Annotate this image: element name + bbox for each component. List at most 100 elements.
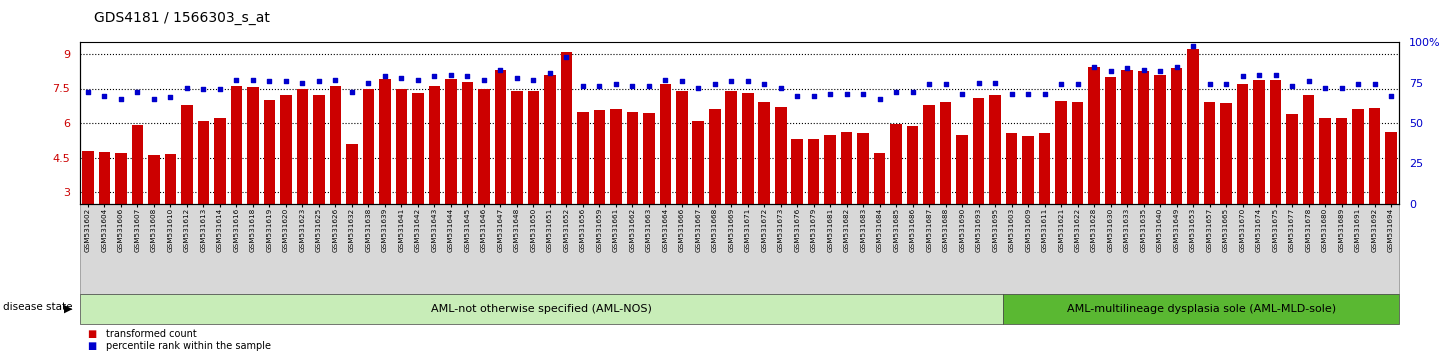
Bar	[1204, 102, 1215, 204]
Point	[918, 81, 941, 87]
Bar	[1369, 108, 1380, 204]
Point	[869, 96, 892, 102]
Bar	[231, 86, 242, 204]
Point	[341, 90, 364, 95]
Point	[555, 54, 579, 60]
Bar	[510, 91, 522, 204]
Bar	[313, 96, 325, 204]
Point	[1099, 69, 1122, 74]
Point	[605, 81, 628, 87]
Bar	[215, 118, 226, 204]
Bar	[561, 52, 573, 204]
Point	[851, 91, 874, 97]
Point	[109, 96, 132, 102]
Point	[670, 78, 693, 84]
Point	[967, 80, 990, 86]
Text: GDS4181 / 1566303_s_at: GDS4181 / 1566303_s_at	[94, 11, 270, 25]
Bar	[1302, 96, 1314, 204]
Point	[1198, 81, 1221, 87]
Point	[439, 72, 463, 78]
Bar	[1154, 75, 1166, 204]
Point	[1314, 85, 1337, 90]
Bar	[83, 151, 94, 204]
Bar	[1138, 71, 1150, 204]
Point	[175, 85, 199, 90]
Bar	[362, 88, 374, 204]
Point	[307, 78, 331, 84]
Bar	[329, 86, 341, 204]
Point	[455, 74, 479, 79]
Bar	[396, 88, 407, 204]
Point	[1296, 78, 1320, 84]
Bar	[544, 75, 555, 204]
Point	[93, 93, 116, 98]
Point	[753, 81, 776, 87]
Bar	[725, 91, 737, 204]
Bar	[132, 125, 144, 204]
Point	[373, 74, 396, 79]
Bar	[1105, 77, 1116, 204]
Point	[737, 78, 760, 84]
Point	[274, 78, 297, 84]
Text: transformed count: transformed count	[106, 329, 197, 339]
Bar	[857, 133, 869, 204]
Bar	[825, 135, 837, 204]
Point	[1016, 91, 1040, 97]
Point	[1083, 64, 1106, 69]
Point	[1215, 81, 1238, 87]
Bar	[660, 84, 671, 204]
Point	[1032, 91, 1056, 97]
Bar	[1253, 80, 1264, 204]
Bar	[347, 144, 358, 204]
Point	[934, 81, 957, 87]
Point	[225, 77, 248, 82]
Point	[703, 81, 726, 87]
Bar	[693, 121, 705, 204]
Point	[1280, 83, 1304, 89]
Bar	[642, 113, 654, 204]
Point	[1231, 74, 1254, 79]
Bar	[841, 132, 853, 204]
Bar	[478, 88, 490, 204]
Point	[621, 83, 644, 89]
Point	[423, 74, 447, 79]
Point	[687, 85, 710, 90]
Bar	[181, 105, 193, 204]
Bar	[197, 121, 209, 204]
Bar	[577, 112, 589, 204]
Bar	[973, 98, 985, 204]
Bar	[610, 109, 622, 204]
Point	[191, 86, 215, 92]
Point	[1050, 81, 1073, 87]
Bar	[1056, 101, 1067, 204]
Bar	[1121, 70, 1132, 204]
Point	[1363, 81, 1386, 87]
Bar	[115, 153, 126, 204]
Text: ▶: ▶	[64, 304, 72, 314]
Point	[77, 90, 100, 95]
Bar	[247, 87, 258, 204]
Bar	[1270, 80, 1282, 204]
Point	[884, 90, 908, 95]
Point	[323, 77, 347, 82]
Point	[489, 67, 512, 73]
Point	[637, 83, 660, 89]
Bar	[1286, 114, 1298, 204]
Bar	[280, 96, 291, 204]
Bar	[412, 93, 423, 204]
Point	[1148, 69, 1172, 74]
Bar	[924, 105, 935, 204]
Point	[1379, 93, 1402, 98]
Bar	[1221, 103, 1232, 204]
Bar	[676, 91, 687, 204]
Bar	[297, 88, 309, 204]
Point	[1347, 81, 1370, 87]
Point	[390, 75, 413, 81]
Bar	[1320, 118, 1331, 204]
Bar	[626, 112, 638, 204]
Point	[126, 90, 149, 95]
Bar	[940, 102, 951, 204]
Text: AML-not otherwise specified (AML-NOS): AML-not otherwise specified (AML-NOS)	[431, 304, 652, 314]
Bar	[1385, 132, 1396, 204]
Bar	[1170, 68, 1182, 204]
